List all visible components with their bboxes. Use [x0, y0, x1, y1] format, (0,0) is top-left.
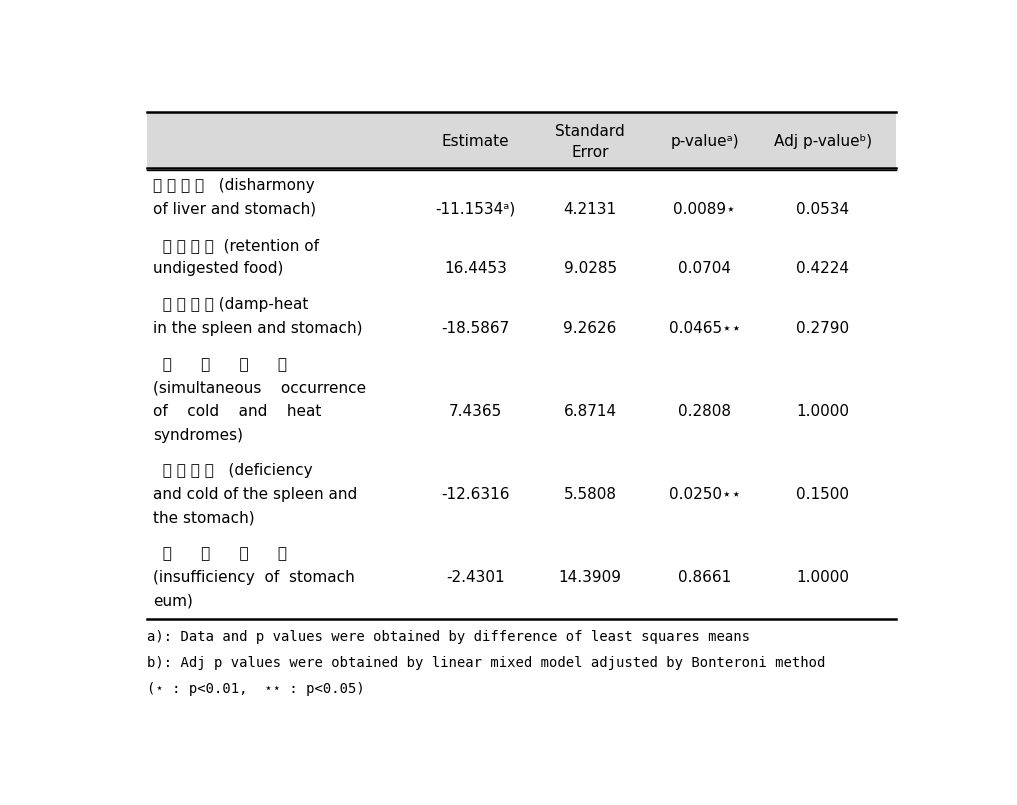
Text: 0.8661: 0.8661: [678, 570, 731, 585]
Bar: [146, 112, 896, 168]
Text: Adj p-valueᵇ): Adj p-valueᵇ): [774, 134, 872, 150]
Text: -18.5867: -18.5867: [441, 321, 510, 336]
Text: 1.0000: 1.0000: [796, 570, 849, 585]
Text: 脾 胃 虚 寒   (deficiency: 脾 胃 虚 寒 (deficiency: [154, 464, 313, 478]
Text: -2.4301: -2.4301: [446, 570, 504, 585]
Text: a): Data and p values were obtained by difference of least squares means: a): Data and p values were obtained by d…: [146, 630, 750, 644]
Text: 16.4453: 16.4453: [444, 262, 507, 276]
Text: 寲      熱      錯      雜: 寲 熱 錯 雜: [154, 357, 287, 372]
Text: (insufficiency  of  stomach: (insufficiency of stomach: [154, 570, 355, 585]
Text: Standard: Standard: [555, 124, 625, 139]
Text: 14.3909: 14.3909: [558, 570, 621, 585]
Text: 0.0089⋆: 0.0089⋆: [673, 202, 736, 217]
Text: 0.4224: 0.4224: [796, 262, 849, 276]
Text: 0.0250⋆⋆: 0.0250⋆⋆: [668, 487, 740, 502]
Text: 0.2808: 0.2808: [678, 404, 731, 419]
Text: 0.0534: 0.0534: [796, 202, 849, 217]
Text: 飲 食 停 滞  (retention of: 飲 食 停 滞 (retention of: [154, 237, 319, 253]
Text: 6.8714: 6.8714: [563, 404, 616, 419]
Text: of    cold    and    heat: of cold and heat: [154, 404, 321, 419]
Text: 脾 胃 濕 熱 (damp-heat: 脾 胃 濕 熱 (damp-heat: [154, 297, 308, 312]
Text: p-valueᵃ): p-valueᵃ): [670, 134, 739, 150]
Text: 0.2790: 0.2790: [796, 321, 849, 336]
Text: 0.0465⋆⋆: 0.0465⋆⋆: [668, 321, 740, 336]
Text: 9.2626: 9.2626: [563, 321, 616, 336]
Text: 1.0000: 1.0000: [796, 404, 849, 419]
Text: undigested food): undigested food): [154, 262, 284, 276]
Text: of liver and stomach): of liver and stomach): [154, 202, 316, 217]
Text: (⋆ : p<0.01,  ⋆⋆ : p<0.05): (⋆ : p<0.01, ⋆⋆ : p<0.05): [146, 683, 364, 696]
Text: and cold of the spleen and: and cold of the spleen and: [154, 487, 357, 502]
Text: 9.0285: 9.0285: [563, 262, 616, 276]
Text: 胃      陰      不      足: 胃 陰 不 足: [154, 547, 287, 562]
Text: 4.2131: 4.2131: [563, 202, 616, 217]
Text: -12.6316: -12.6316: [441, 487, 510, 502]
Text: 肝 胃 不 和   (disharmony: 肝 胃 不 和 (disharmony: [154, 179, 314, 193]
Text: Estimate: Estimate: [441, 134, 510, 150]
Text: 7.4365: 7.4365: [448, 404, 502, 419]
Text: 5.5808: 5.5808: [563, 487, 616, 502]
Text: eum): eum): [154, 593, 193, 609]
Text: 0.0704: 0.0704: [678, 262, 731, 276]
Text: Error: Error: [572, 145, 609, 159]
Text: the stomach): the stomach): [154, 510, 255, 526]
Text: -11.1534ᵃ): -11.1534ᵃ): [435, 202, 516, 217]
Text: syndromes): syndromes): [154, 427, 243, 443]
Text: b): Adj p values were obtained by linear mixed model adjusted by Bonteroni metho: b): Adj p values were obtained by linear…: [146, 656, 825, 671]
Text: in the spleen and stomach): in the spleen and stomach): [154, 321, 363, 336]
Text: (simultaneous    occurrence: (simultaneous occurrence: [154, 381, 366, 395]
Text: 0.1500: 0.1500: [796, 487, 849, 502]
